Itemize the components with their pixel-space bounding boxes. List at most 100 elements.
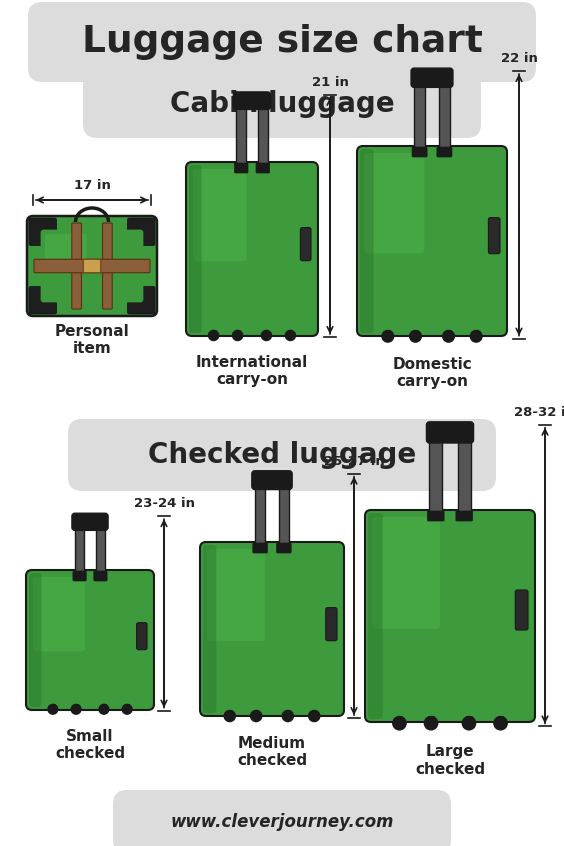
Text: Personal
item: Personal item (55, 324, 129, 356)
FancyBboxPatch shape (301, 228, 311, 261)
FancyBboxPatch shape (488, 217, 500, 254)
Text: 22 in: 22 in (501, 52, 537, 65)
Bar (102, 704, 106, 707)
Circle shape (462, 717, 475, 730)
Bar (386, 330, 390, 333)
Bar (236, 107, 246, 168)
FancyBboxPatch shape (27, 216, 157, 316)
Bar (288, 330, 292, 333)
FancyBboxPatch shape (203, 545, 216, 713)
Bar (429, 440, 442, 516)
Text: Luggage size chart: Luggage size chart (82, 24, 482, 60)
Bar (255, 486, 266, 548)
Text: Large
checked: Large checked (415, 744, 485, 777)
Circle shape (382, 331, 394, 342)
FancyBboxPatch shape (200, 542, 344, 716)
FancyBboxPatch shape (127, 218, 155, 245)
Bar (439, 85, 450, 152)
FancyBboxPatch shape (364, 153, 425, 254)
Bar (286, 710, 290, 713)
Bar (265, 330, 268, 333)
FancyBboxPatch shape (72, 223, 81, 309)
Circle shape (443, 331, 455, 342)
Bar (212, 330, 215, 333)
FancyBboxPatch shape (103, 223, 112, 309)
FancyBboxPatch shape (83, 70, 481, 138)
Bar (254, 710, 258, 713)
Bar (458, 440, 470, 516)
Bar (397, 716, 402, 720)
Bar (74, 704, 78, 707)
FancyBboxPatch shape (68, 419, 496, 491)
Circle shape (250, 711, 262, 722)
Text: International
carry-on: International carry-on (196, 355, 308, 387)
Bar (258, 107, 267, 168)
FancyBboxPatch shape (428, 511, 444, 521)
FancyBboxPatch shape (33, 577, 85, 651)
Circle shape (309, 711, 320, 722)
Text: 21 in: 21 in (311, 76, 349, 89)
Text: Domestic
carry-on: Domestic carry-on (392, 356, 472, 389)
FancyBboxPatch shape (127, 287, 155, 314)
FancyBboxPatch shape (29, 287, 56, 314)
Text: Cabin luggage: Cabin luggage (170, 90, 394, 118)
FancyBboxPatch shape (412, 147, 427, 157)
FancyBboxPatch shape (29, 573, 41, 707)
FancyBboxPatch shape (73, 571, 86, 581)
Circle shape (470, 331, 482, 342)
Bar (125, 704, 129, 707)
Circle shape (494, 717, 507, 730)
Circle shape (224, 711, 235, 722)
FancyBboxPatch shape (26, 570, 154, 710)
Circle shape (232, 331, 243, 341)
Text: Small
checked: Small checked (55, 728, 125, 761)
Circle shape (409, 331, 421, 342)
FancyBboxPatch shape (515, 590, 528, 630)
FancyBboxPatch shape (136, 623, 147, 650)
Text: 23-24 in: 23-24 in (134, 497, 195, 510)
FancyBboxPatch shape (113, 790, 451, 846)
Circle shape (122, 705, 132, 714)
FancyBboxPatch shape (83, 259, 100, 272)
Circle shape (71, 705, 81, 714)
FancyBboxPatch shape (34, 259, 150, 272)
Text: Checked luggage: Checked luggage (148, 441, 416, 469)
Text: Medium
checked: Medium checked (237, 736, 307, 768)
FancyBboxPatch shape (357, 146, 507, 336)
Circle shape (99, 705, 109, 714)
FancyBboxPatch shape (193, 169, 246, 261)
FancyBboxPatch shape (426, 422, 474, 443)
FancyBboxPatch shape (256, 163, 270, 173)
Text: 28-32 in: 28-32 in (514, 406, 564, 419)
FancyBboxPatch shape (45, 233, 87, 269)
FancyBboxPatch shape (253, 543, 267, 553)
Bar (51, 704, 55, 707)
Bar (474, 330, 478, 333)
FancyBboxPatch shape (276, 543, 291, 553)
FancyBboxPatch shape (235, 163, 248, 173)
Bar (236, 330, 240, 333)
Circle shape (48, 705, 58, 714)
Bar (414, 85, 425, 152)
Bar (75, 527, 84, 576)
FancyBboxPatch shape (411, 69, 453, 87)
FancyBboxPatch shape (456, 511, 473, 521)
FancyBboxPatch shape (41, 229, 143, 302)
Text: 25-27 in: 25-27 in (324, 455, 385, 468)
FancyBboxPatch shape (94, 571, 107, 581)
FancyBboxPatch shape (28, 2, 536, 82)
FancyBboxPatch shape (189, 165, 201, 333)
FancyBboxPatch shape (372, 517, 440, 629)
Bar (228, 710, 232, 713)
FancyBboxPatch shape (368, 513, 383, 719)
FancyBboxPatch shape (29, 218, 56, 245)
Bar (466, 716, 472, 720)
FancyBboxPatch shape (360, 149, 373, 333)
Text: www.cleverjourney.com: www.cleverjourney.com (170, 813, 394, 831)
Circle shape (424, 717, 438, 730)
Text: 17 in: 17 in (73, 179, 111, 192)
FancyBboxPatch shape (186, 162, 318, 336)
Circle shape (261, 331, 271, 341)
Bar (279, 486, 289, 548)
Bar (446, 330, 451, 333)
